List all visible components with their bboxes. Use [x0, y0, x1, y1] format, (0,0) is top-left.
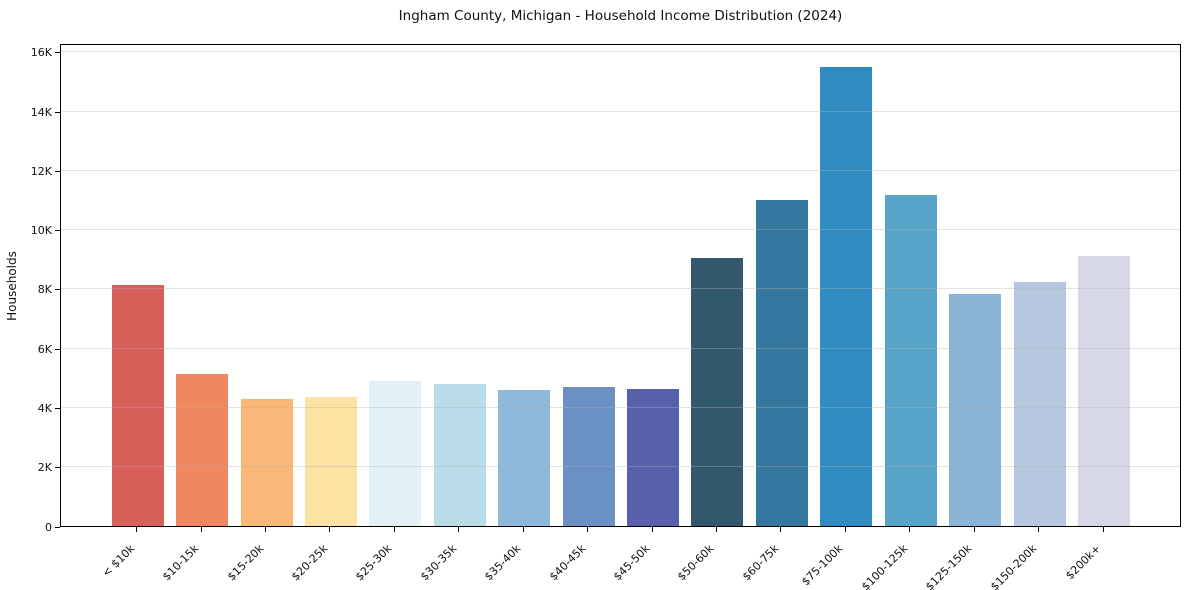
- y-tick-6K: [55, 348, 60, 350]
- x-tick-6: [458, 527, 460, 532]
- gridline-4000: [61, 406, 1180, 408]
- y-tick-16K: [55, 52, 60, 54]
- y-tick-2K: [55, 467, 60, 469]
- bar-30-35k: [433, 383, 486, 526]
- x-tick-1: [136, 527, 138, 532]
- x-tick-7: [522, 527, 524, 532]
- bar-40-45k: [562, 387, 615, 526]
- y-tick-label-14K: 14K: [30, 105, 52, 119]
- chart-title: Ingham County, Michigan - Household Inco…: [398, 8, 843, 24]
- bar-75-100k: [820, 67, 873, 526]
- bar-50-60k: [691, 257, 744, 526]
- y-tick-label-8K: 8K: [37, 283, 52, 297]
- y-tick-label-12K: 12K: [30, 164, 52, 178]
- gridline-6000: [61, 347, 1180, 349]
- x-tick-16: [1102, 527, 1104, 532]
- gridline-16000: [61, 51, 1180, 53]
- bar-35-40k: [498, 389, 551, 526]
- y-tick-10K: [55, 230, 60, 232]
- x-tick-15: [1038, 527, 1040, 532]
- y-tick-8K: [55, 289, 60, 291]
- x-tick-12: [844, 527, 846, 532]
- plot-area: [60, 44, 1181, 527]
- gridline-12000: [61, 169, 1180, 171]
- x-tick-8: [587, 527, 589, 532]
- x-tick-label-10k: < $10k: [99, 542, 137, 580]
- gridline-10000: [61, 229, 1180, 231]
- y-tick-label-16K: 16K: [30, 46, 52, 60]
- gridline-2000: [61, 466, 1180, 468]
- x-tick-11: [780, 527, 782, 532]
- y-tick-0: [55, 526, 60, 528]
- bar-15-20k: [240, 399, 293, 526]
- x-tick-4: [329, 527, 331, 532]
- bar-20-25k: [304, 396, 357, 526]
- gridline-8000: [61, 288, 1180, 290]
- y-tick-label-10K: 10K: [30, 224, 52, 238]
- y-tick-label-0: 0: [45, 520, 52, 534]
- bar-100-125k: [884, 195, 937, 526]
- y-tick-4K: [55, 407, 60, 409]
- y-tick-14K: [55, 111, 60, 113]
- x-tick-2: [200, 527, 202, 532]
- bar-10k: [111, 284, 164, 526]
- bar-150-200k: [1013, 282, 1066, 526]
- x-tick-14: [973, 527, 975, 532]
- y-tick-12K: [55, 170, 60, 172]
- x-tick-5: [393, 527, 395, 532]
- y-tick-label-4K: 4K: [37, 401, 52, 415]
- x-tick-13: [909, 527, 911, 532]
- bar-125-150k: [949, 293, 1002, 526]
- gridline-14000: [61, 110, 1180, 112]
- y-tick-label-6K: 6K: [37, 342, 52, 356]
- y-tick-label-2K: 2K: [37, 461, 52, 475]
- x-tick-9: [651, 527, 653, 532]
- x-tick-10: [715, 527, 717, 532]
- bar-200k: [1078, 256, 1131, 526]
- bar-60-75k: [755, 200, 808, 526]
- bar-45-50k: [627, 389, 680, 526]
- x-tick-3: [265, 527, 267, 532]
- bar-25-30k: [369, 380, 422, 526]
- bar-10-15k: [176, 374, 229, 526]
